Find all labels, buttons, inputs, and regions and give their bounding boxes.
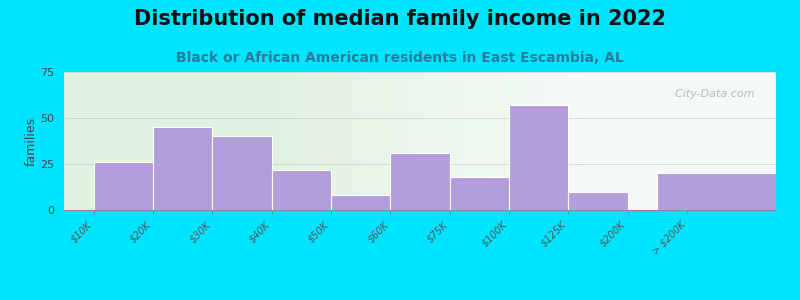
Bar bbox=[450, 177, 509, 210]
Bar bbox=[153, 127, 212, 210]
Bar bbox=[658, 173, 776, 210]
Bar bbox=[94, 162, 153, 210]
Text: City-Data.com: City-Data.com bbox=[668, 88, 754, 99]
Bar bbox=[212, 136, 272, 210]
Bar bbox=[509, 105, 568, 210]
Bar bbox=[272, 169, 331, 210]
Bar bbox=[331, 195, 390, 210]
Text: Black or African American residents in East Escambia, AL: Black or African American residents in E… bbox=[176, 51, 624, 65]
Y-axis label: families: families bbox=[24, 116, 38, 166]
Bar bbox=[390, 153, 450, 210]
Bar bbox=[568, 192, 628, 210]
Text: Distribution of median family income in 2022: Distribution of median family income in … bbox=[134, 9, 666, 29]
